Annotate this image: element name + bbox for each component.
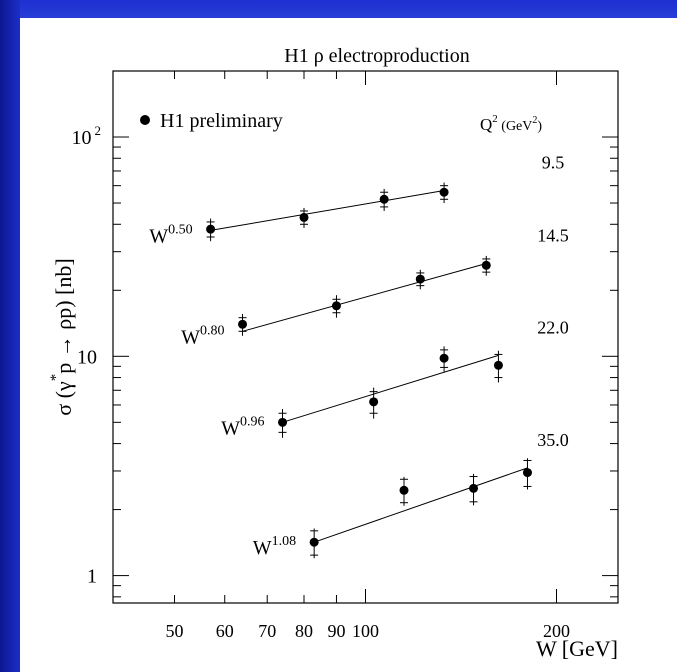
chart-title: H1 ρ electroproduction xyxy=(284,45,469,67)
fit-label: W0.50 xyxy=(149,222,192,247)
x-tick-label: 90 xyxy=(327,621,345,641)
y-axis-label: σ (γ*p → ρp) [nb] xyxy=(48,258,76,415)
y-tick-label-exp: 2 xyxy=(95,123,102,138)
legend-label: H1 preliminary xyxy=(160,110,283,132)
data-point xyxy=(439,187,449,197)
fit-label-base: W xyxy=(181,326,200,348)
data-point xyxy=(379,194,389,204)
x-tick-label: 70 xyxy=(258,621,276,641)
series-1: W0.80 14.5 xyxy=(181,225,569,348)
x-tick-label: 100 xyxy=(352,621,379,641)
fit-label-base: W xyxy=(221,417,240,439)
fit-line xyxy=(313,467,528,543)
series-2: W0.96 22.0 xyxy=(221,317,569,439)
data-point xyxy=(439,353,449,363)
chart-panel: H1 ρ electroproduction σ (γ*p → ρp) [nb]… xyxy=(20,18,677,672)
legend: H1 preliminary xyxy=(140,110,283,132)
data-point xyxy=(299,212,309,222)
q2-header: Q2 (GeV2) xyxy=(480,113,542,134)
fit-label: W1.08 xyxy=(253,534,296,559)
fit-line xyxy=(242,263,487,332)
x-tick-label: 200 xyxy=(543,621,570,641)
q2-header-unit-exp: 2 xyxy=(532,115,537,126)
data-point xyxy=(331,301,341,311)
q2-value-label: 35.0 xyxy=(537,430,569,450)
q2-value-label: 22.0 xyxy=(537,317,569,337)
data-point xyxy=(278,417,288,427)
x-tick-label: 60 xyxy=(216,621,234,641)
fit-label-base: W xyxy=(253,537,272,559)
y-tick-label: 10 2 xyxy=(72,123,102,149)
x-tick-label: 50 xyxy=(165,621,183,641)
fit-line xyxy=(282,354,499,423)
data-point xyxy=(481,260,491,270)
y-axis-label-sigma: σ (γ xyxy=(51,381,76,416)
slide-left-band xyxy=(0,0,20,672)
q2-header-exp: 2 xyxy=(492,113,498,125)
y-tick-label: 10 xyxy=(77,346,97,368)
data-point xyxy=(399,485,409,495)
series-0: W0.50 9.5 xyxy=(149,153,564,248)
slide-top-band xyxy=(0,0,677,20)
y-axis-label-star: * xyxy=(48,374,64,382)
fit-label: W0.96 xyxy=(221,414,264,439)
data-point xyxy=(206,224,216,234)
legend-marker xyxy=(140,115,150,125)
q2-header-unit: (GeV xyxy=(498,119,533,134)
x-axis-label: W [GeV] xyxy=(536,636,618,661)
data-point xyxy=(493,360,503,370)
data-point xyxy=(238,319,248,329)
axis-ticks xyxy=(112,70,618,603)
q2-header-unit-close: ) xyxy=(537,119,542,134)
q2-value-label: 9.5 xyxy=(542,153,565,173)
x-tick-label: 80 xyxy=(295,621,313,641)
y-tick-label-base: 10 xyxy=(72,127,92,149)
fit-label-exp: 1.08 xyxy=(272,534,297,549)
fit-label: W0.80 xyxy=(181,323,224,348)
q2-value-label: 14.5 xyxy=(537,225,569,245)
data-point xyxy=(415,274,425,284)
fit-line xyxy=(210,190,445,231)
fit-label-exp: 0.80 xyxy=(200,323,225,338)
data-point xyxy=(309,537,319,547)
data-point xyxy=(522,468,532,478)
fit-label-exp: 0.50 xyxy=(168,222,193,237)
y-tick-label: 1 xyxy=(87,566,97,588)
chart: H1 ρ electroproduction σ (γ*p → ρp) [nb]… xyxy=(48,45,619,661)
fit-label-base: W xyxy=(149,225,168,247)
svg-text:σ (γ*p → ρp) [nb]: σ (γ*p → ρp) [nb] xyxy=(48,258,76,415)
q2-header-base: Q xyxy=(480,115,492,134)
data-point xyxy=(469,483,479,493)
fit-label-exp: 0.96 xyxy=(240,414,265,429)
data-point xyxy=(369,397,379,407)
series-3: W1.08 35.0 xyxy=(253,430,569,559)
y-axis-label-rest: p → ρp) [nb] xyxy=(51,258,76,373)
svg-text:Q2 (GeV2): Q2 (GeV2) xyxy=(480,113,542,134)
